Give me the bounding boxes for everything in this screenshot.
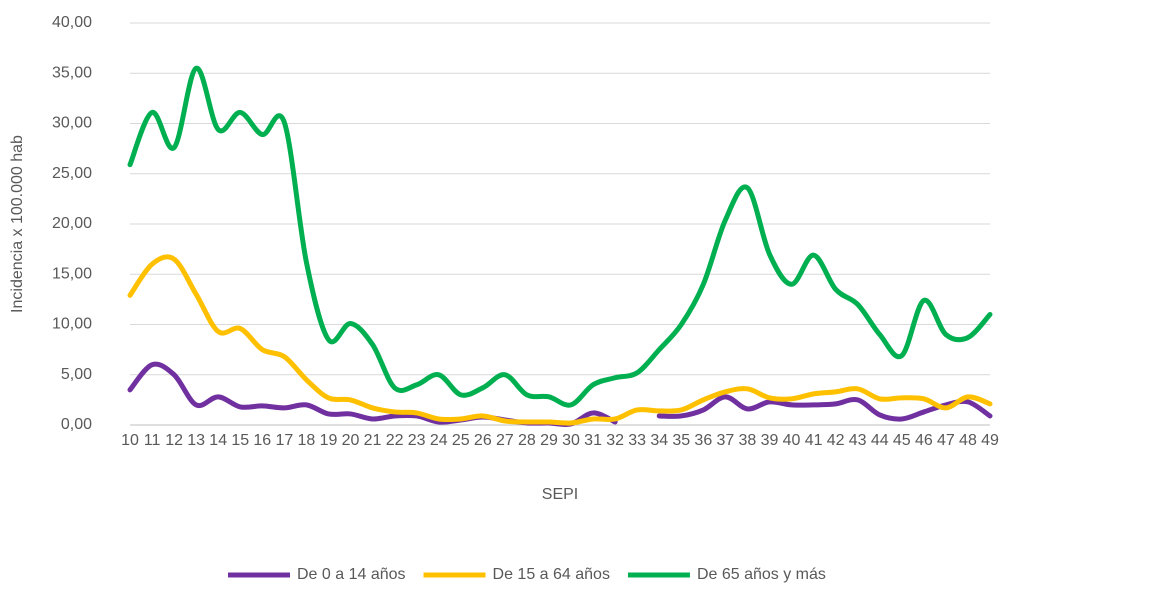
x-tick-label: 10: [121, 432, 139, 449]
legend-label: De 65 años y más: [697, 566, 826, 583]
legend-label: De 0 a 14 años: [297, 566, 406, 583]
x-tick-label: 14: [209, 432, 227, 449]
x-tick-label: 17: [275, 432, 293, 449]
x-tick-label: 24: [430, 432, 448, 449]
y-tick-label: 20,00: [52, 215, 92, 232]
x-tick-label: 39: [761, 432, 779, 449]
y-tick-label: 10,00: [52, 316, 92, 333]
x-tick-label: 21: [364, 432, 382, 449]
y-tick-label: 30,00: [52, 115, 92, 132]
x-tick-label: 43: [849, 432, 867, 449]
series-line: [127, 65, 993, 408]
y-tick-label: 35,00: [52, 64, 92, 81]
y-tick-label: 40,00: [52, 14, 92, 31]
x-tick-label: 35: [672, 432, 690, 449]
x-tick-label: 36: [694, 432, 712, 449]
series-line: [127, 254, 993, 426]
x-tick-label: 28: [518, 432, 536, 449]
y-tick-label: 0,00: [61, 416, 92, 433]
x-tick-label: 49: [981, 432, 999, 449]
y-tick-label: 25,00: [52, 165, 92, 182]
x-tick-label: 15: [231, 432, 249, 449]
x-tick-label: 25: [452, 432, 470, 449]
x-tick-label: 33: [628, 432, 646, 449]
x-tick-label: 29: [540, 432, 558, 449]
x-tick-label: 37: [716, 432, 734, 449]
x-tick-label: 44: [871, 432, 889, 449]
y-axis-label: Incidencia x 100.000 hab: [9, 135, 26, 313]
x-tick-label: 23: [408, 432, 426, 449]
x-tick-label: 20: [342, 432, 360, 449]
x-tick-label: 26: [474, 432, 492, 449]
x-tick-label: 48: [959, 432, 977, 449]
x-tick-label: 41: [805, 432, 823, 449]
series-line: [127, 361, 993, 428]
x-tick-label: 19: [320, 432, 338, 449]
x-tick-label: 22: [386, 432, 404, 449]
x-tick-label: 13: [187, 432, 205, 449]
x-tick-label: 16: [253, 432, 271, 449]
y-tick-label: 15,00: [52, 265, 92, 282]
x-tick-label: 40: [783, 432, 801, 449]
x-tick-label: 45: [893, 432, 911, 449]
x-tick-label: 34: [650, 432, 668, 449]
x-tick-label: 12: [165, 432, 183, 449]
x-tick-label: 42: [827, 432, 845, 449]
x-tick-label: 18: [298, 432, 316, 449]
x-tick-label: 31: [584, 432, 602, 449]
x-tick-label: 27: [496, 432, 514, 449]
x-tick-label: 11: [144, 432, 161, 449]
x-tick-label: 38: [739, 432, 757, 449]
x-axis-label: SEPI: [542, 486, 578, 503]
x-tick-label: 32: [606, 432, 624, 449]
legend-label: De 15 a 64 años: [493, 566, 610, 583]
x-tick-label: 47: [937, 432, 955, 449]
x-tick-label: 30: [562, 432, 580, 449]
y-tick-label: 5,00: [61, 366, 92, 383]
x-tick-label: 46: [915, 432, 933, 449]
